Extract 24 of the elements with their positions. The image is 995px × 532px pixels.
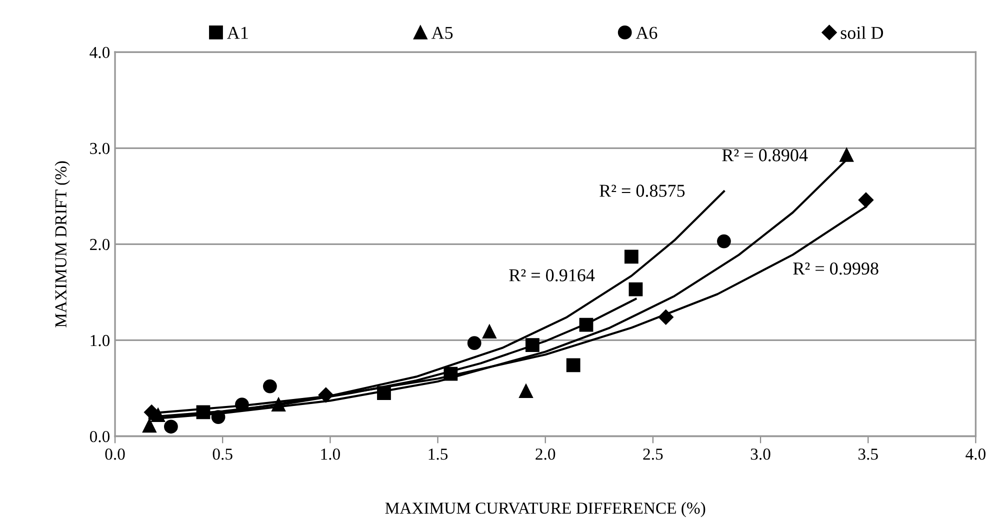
x-axis-title: MAXIMUM CURVATURE DIFFERENCE (%) — [385, 502, 706, 518]
legend-label: soil D — [840, 26, 884, 39]
y-tick-label: 1.0 — [90, 334, 110, 346]
y-tick-label: 3.0 — [90, 142, 110, 154]
x-tick-label: 0.0 — [105, 448, 125, 460]
annotation: R² = 0.9998 — [793, 262, 878, 275]
y-tick-label: 4.0 — [90, 46, 110, 58]
x-tick-label: 3.5 — [858, 448, 878, 460]
x-tick-label: 1.5 — [428, 448, 448, 460]
annotation: R² = 0.8575 — [600, 184, 685, 197]
x-tick-label: 1.0 — [321, 448, 340, 460]
legend-label: A5 — [431, 26, 453, 39]
y-tick-label: 2.0 — [90, 238, 110, 250]
legend-label: A6 — [636, 26, 658, 39]
legend-label: A1 — [227, 26, 248, 39]
x-tick-label: 2.0 — [536, 448, 556, 460]
x-tick-label: 4.0 — [966, 448, 986, 460]
annotation: R² = 0.8904 — [722, 149, 808, 162]
x-tick-label: 0.5 — [212, 448, 232, 460]
x-tick-label: 2.5 — [643, 448, 663, 460]
y-axis-title: MAXIMUM DRIFT (%) — [54, 161, 70, 328]
annotation: R² = 0.9164 — [509, 269, 595, 282]
y-tick-label: 0.0 — [90, 430, 110, 442]
x-tick-label: 3.0 — [750, 448, 770, 460]
